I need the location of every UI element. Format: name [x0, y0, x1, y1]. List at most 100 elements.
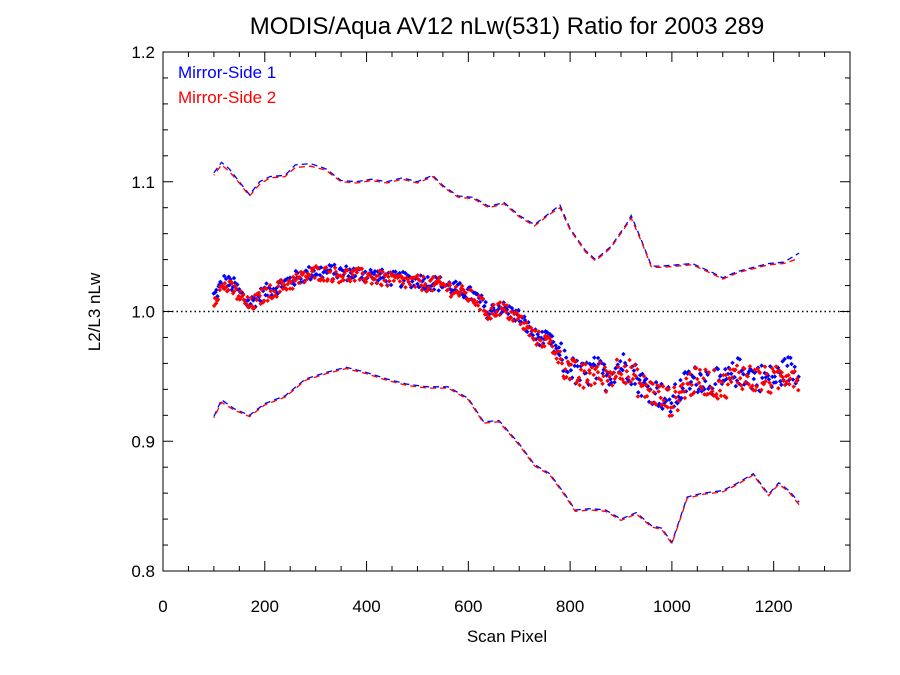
series-2-point	[457, 289, 463, 295]
series-1-point	[637, 377, 642, 383]
series-2-point	[711, 367, 717, 373]
series-2-point	[419, 283, 424, 288]
series-2-point	[703, 367, 708, 372]
series-1-point	[772, 374, 778, 379]
series-2-point	[737, 375, 743, 381]
series-2-point	[229, 281, 235, 286]
series-2-point	[657, 384, 662, 389]
series-1-point	[388, 282, 394, 288]
series-2-point	[623, 381, 628, 386]
series-2-point	[589, 365, 595, 370]
series-1-point	[789, 361, 794, 367]
series-2-point	[591, 372, 596, 378]
series-2-point	[415, 273, 420, 278]
series-2-point	[644, 393, 650, 399]
series-2-point	[321, 278, 327, 283]
series-2-point	[429, 288, 435, 293]
series-2-point	[651, 390, 657, 395]
y-axis-ticks: 0.8 0.9 1.0 1.1 1.2	[131, 43, 850, 581]
series-2-point	[659, 402, 664, 408]
series-2-point	[307, 273, 313, 278]
series-2-point	[388, 270, 393, 275]
series-1-point	[317, 272, 323, 278]
series-1-point	[733, 383, 739, 389]
series-2-point	[670, 404, 676, 410]
series-2-point	[369, 281, 375, 286]
series-2-point	[729, 375, 735, 380]
series-2-point	[315, 266, 321, 271]
series-2-point	[671, 385, 677, 390]
series-2-point	[795, 376, 800, 381]
series-2-point	[265, 298, 270, 303]
series-2-point	[244, 301, 249, 307]
series-1-lower-bound	[213, 366, 800, 544]
series-2-point	[594, 364, 600, 370]
series-2-point	[743, 379, 748, 385]
series-2-point	[792, 368, 797, 374]
series-1-point	[457, 280, 463, 286]
series-2-point	[490, 311, 495, 316]
series-1-point	[667, 397, 672, 402]
series-2-point	[708, 385, 714, 390]
series-2-point	[264, 286, 269, 292]
series-2-point	[382, 278, 387, 283]
series-1-point	[751, 376, 757, 382]
series-2-point	[557, 349, 563, 354]
series-2-point	[542, 343, 547, 349]
series-2-point	[293, 278, 298, 283]
legend-mirror-side-1: Mirror-Side 1	[178, 63, 276, 82]
series-2-point	[632, 362, 638, 368]
series-2-point	[386, 274, 391, 280]
y-tick-label: 0.8	[131, 562, 155, 581]
series-2-point	[272, 289, 277, 294]
series-2-point	[430, 274, 436, 280]
series-2-point	[421, 274, 426, 279]
series-2-point	[376, 273, 381, 278]
series-2-point	[241, 297, 247, 303]
series-2-point	[276, 283, 281, 289]
series-2-point	[531, 337, 536, 342]
series-2-point	[494, 313, 499, 318]
series-2-point	[529, 328, 535, 333]
series-2-point	[222, 280, 228, 286]
series-2-point	[426, 285, 431, 291]
series-2-point	[595, 369, 601, 375]
series-2-point	[757, 370, 763, 376]
series-2-point	[400, 281, 406, 286]
series-2-point	[459, 283, 465, 289]
series-2-point	[665, 405, 670, 410]
series-2-point	[656, 389, 661, 394]
series-2-point	[488, 316, 493, 321]
series-2-point	[626, 374, 631, 380]
series-2-point	[710, 389, 715, 394]
series-2-point	[364, 275, 370, 280]
series-1-point	[770, 374, 775, 380]
series-2-point	[613, 374, 619, 379]
series-2-point	[718, 393, 724, 399]
series-2-point	[497, 312, 502, 318]
x-tick-label: 1200	[755, 597, 793, 616]
series-1-point	[773, 380, 779, 385]
series-1-point	[223, 276, 229, 282]
series-2-point	[701, 376, 706, 381]
series-2-point	[781, 378, 786, 384]
series-2-point	[357, 277, 363, 282]
series-1-point	[788, 355, 793, 361]
series-2-point	[447, 282, 453, 288]
series-2-point	[611, 370, 617, 375]
series-2-point	[489, 306, 494, 311]
series-1-point	[372, 269, 378, 274]
series-2-point	[780, 374, 785, 380]
series-2-point	[397, 279, 403, 284]
series-2-point	[522, 326, 528, 332]
series-2-point	[509, 309, 514, 315]
series-2-point	[527, 333, 532, 338]
series-2-point	[682, 395, 688, 401]
series-1-point	[572, 363, 577, 369]
series-2-point	[603, 389, 609, 395]
series-2-point	[508, 315, 514, 321]
series-2-point	[786, 372, 791, 378]
y-tick-label: 1.0	[131, 303, 155, 322]
series-2-point	[257, 293, 262, 298]
series-1-point	[777, 379, 783, 384]
